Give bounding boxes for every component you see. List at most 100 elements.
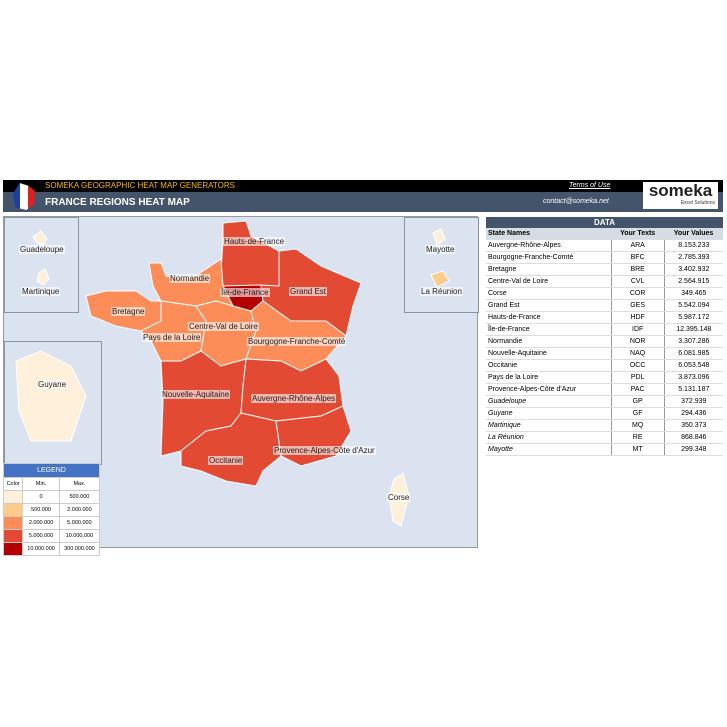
state-value[interactable]: 6.053.548 [663,359,723,372]
region-label-mt: Mayotte [425,245,456,254]
legend-max: 300.000.000 [58,542,101,556]
state-value[interactable]: 12.395.148 [663,323,723,336]
legend-row: 5.000.000 10.000.000 [2,529,101,543]
state-value[interactable]: 3.307.286 [663,335,723,348]
state-text[interactable]: ARA [610,239,665,252]
state-text[interactable]: OCC [610,359,665,372]
state-name: Auvergne-Rhône-Alpes [486,239,612,252]
state-text[interactable]: NAQ [610,347,665,360]
region-label-mq: Martinique [21,287,61,296]
region-gp[interactable] [32,230,48,246]
state-name: Guadeloupe [486,395,612,408]
state-value[interactable]: 5.542.094 [663,299,723,312]
state-value[interactable]: 5.987.172 [663,311,723,324]
state-text[interactable]: IDF [610,323,665,336]
state-value[interactable]: 868.846 [663,431,723,444]
region-label-bfc: Bourgogne-Franche-Comté [247,337,347,346]
state-value[interactable]: 299.348 [663,443,723,456]
legend-swatch [2,529,24,543]
state-text[interactable]: GES [610,299,665,312]
table-row[interactable]: Centre-Val de Loire CVL 2.564.915 [486,275,723,288]
table-row[interactable]: Pays de la Loire PDL 3.873.096 [486,371,723,384]
region-mt[interactable] [432,228,446,246]
heat-map: Hauts-de-France Île-de-France Grand Est Nor… [3,216,479,548]
region-re[interactable] [430,270,450,288]
someka-logo[interactable]: someka Excel Solutions [643,182,718,209]
region-label-gp: Guadeloupe [19,245,65,254]
state-text[interactable]: PDL [610,371,665,384]
state-name: Provence-Alpes-Côte d'Azur [486,383,612,396]
table-row[interactable]: Guyane GF 294.436 [486,407,723,420]
data-table: DATA State Names Your Texts Your Values Au… [486,217,723,456]
state-text[interactable]: COR [610,287,665,300]
state-text[interactable]: HDF [610,311,665,324]
terms-of-use-link[interactable]: Terms of Use [569,182,611,189]
state-name: Centre-Val de Loire [486,275,612,288]
state-name: Mayotte [486,443,612,456]
table-row[interactable]: Bourgogne-Franche-Comté BFC 2.785.393 [486,251,723,264]
state-value[interactable]: 294.436 [663,407,723,420]
table-row[interactable]: Nouvelle-Aquitaine NAQ 6.081.985 [486,347,723,360]
state-value[interactable]: 350.373 [663,419,723,432]
state-text[interactable]: NOR [610,335,665,348]
legend-header: Min. [22,477,60,491]
region-mq[interactable] [36,268,50,286]
state-name: Grand Est [486,299,612,312]
state-text[interactable]: GP [610,395,665,408]
state-value[interactable]: 3.873.096 [663,371,723,384]
state-text[interactable]: GF [610,407,665,420]
table-row[interactable]: Auvergne-Rhône-Alpes ARA 8.153.233 [486,239,723,252]
state-text[interactable]: CVL [610,275,665,288]
state-text[interactable]: MQ [610,419,665,432]
region-label-ara: Auvergne-Rhône-Alpes [251,394,337,403]
state-text[interactable]: BFC [610,251,665,264]
state-value[interactable]: 3.402.932 [663,263,723,276]
legend-row: 10.000.000 300.000.000 [2,542,101,556]
legend-table: LEGEND Color Min. Max. 0 500.000 500.000 2.00… [2,463,101,556]
legend-max: 10.000.000 [58,529,101,543]
table-row[interactable]: Guadeloupe GP 372.939 [486,395,723,408]
region-occ[interactable] [180,412,282,487]
table-row[interactable]: Martinique MQ 350.373 [486,419,723,432]
state-text[interactable]: MT [610,443,665,456]
state-name: Martinique [486,419,612,432]
state-value[interactable]: 6.081.985 [663,347,723,360]
state-text[interactable]: PAC [610,383,665,396]
table-row[interactable]: Bretagne BRE 3.402.932 [486,263,723,276]
region-label-pdl: Pays de la Loire [142,333,202,342]
table-row[interactable]: Occitanie OCC 6.053.548 [486,359,723,372]
region-label-bre: Bretagne [111,307,146,316]
legend-swatch [2,516,24,530]
table-row[interactable]: Île-de-France IDF 12.395.148 [486,323,723,336]
table-row[interactable]: Corse COR 349.465 [486,287,723,300]
state-text[interactable]: BRE [610,263,665,276]
legend-row: 0 500.000 [2,490,101,504]
legend-title: LEGEND [3,463,100,478]
region-label-nor: Normandie [169,274,211,283]
col-header: State Names [486,228,612,240]
state-value[interactable]: 8.153.233 [663,239,723,252]
table-row[interactable]: La Réunion RE 868.846 [486,431,723,444]
state-value[interactable]: 372.939 [663,395,723,408]
legend-min: 5.000.000 [22,529,60,543]
state-name: La Réunion [486,431,612,444]
region-label-hdf: Hauts-de-France [223,237,286,246]
map-svg [85,220,410,527]
state-value[interactable]: 2.785.393 [663,251,723,264]
legend-swatch [2,490,24,504]
table-row[interactable]: Mayotte MT 299.348 [486,443,723,456]
state-name: Bretagne [486,263,612,276]
legend-header: Max. [58,477,101,491]
table-row[interactable]: Provence-Alpes-Côte d'Azur PAC 5.131.187 [486,383,723,396]
state-value[interactable]: 349.465 [663,287,723,300]
state-value[interactable]: 2.564.915 [663,275,723,288]
table-row[interactable]: Hauts-de-France HDF 5.987.172 [486,311,723,324]
region-gf[interactable] [15,350,87,442]
region-label-naq: Nouvelle-Aquitaine [161,390,231,399]
state-name: Pays de la Loire [486,371,612,384]
state-name: Corse [486,287,612,300]
state-value[interactable]: 5.131.187 [663,383,723,396]
state-text[interactable]: RE [610,431,665,444]
table-row[interactable]: Grand Est GES 5.542.094 [486,299,723,312]
table-row[interactable]: Normandie NOR 3.307.286 [486,335,723,348]
